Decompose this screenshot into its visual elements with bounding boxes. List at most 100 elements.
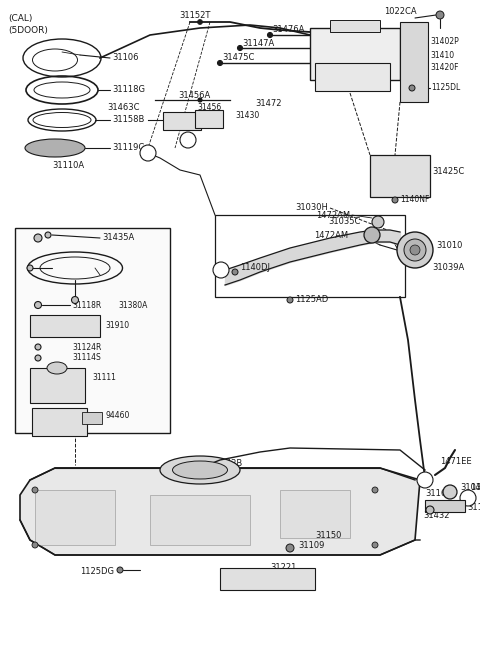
Circle shape [364, 227, 380, 243]
Text: (CAL): (CAL) [8, 14, 32, 22]
Text: 31160B: 31160B [467, 504, 480, 512]
Ellipse shape [160, 456, 240, 484]
Text: 31430: 31430 [235, 111, 259, 119]
Text: 1472AM: 1472AM [316, 210, 350, 219]
Circle shape [32, 542, 38, 548]
Circle shape [426, 506, 434, 514]
Text: 31010: 31010 [436, 240, 462, 250]
Text: 31150: 31150 [315, 531, 341, 540]
Text: 31030H: 31030H [295, 204, 328, 212]
Text: 31432: 31432 [423, 510, 449, 519]
Circle shape [32, 487, 38, 493]
Text: 31472: 31472 [255, 98, 281, 107]
Text: 31476A: 31476A [272, 26, 304, 35]
Circle shape [460, 490, 476, 506]
Text: 31119C: 31119C [112, 143, 144, 153]
Text: 31160: 31160 [425, 489, 452, 498]
Text: 1022CA: 1022CA [384, 7, 417, 16]
Circle shape [140, 145, 156, 161]
Bar [425, 500, 465, 512]
Text: 31109: 31109 [298, 540, 324, 550]
Bar [82, 412, 102, 424]
Text: A: A [422, 476, 428, 485]
Circle shape [198, 98, 202, 102]
Text: 31420F: 31420F [430, 64, 458, 73]
Circle shape [267, 33, 273, 37]
Text: B: B [465, 493, 471, 502]
Circle shape [287, 297, 293, 303]
Circle shape [409, 85, 415, 91]
Bar [400, 22, 428, 102]
Bar [330, 20, 380, 32]
Text: 31425C: 31425C [432, 168, 464, 176]
Text: 31039A: 31039A [432, 263, 464, 272]
Bar [150, 495, 250, 545]
Text: C: C [185, 136, 191, 145]
Text: B: B [218, 265, 224, 274]
Circle shape [180, 132, 196, 148]
Text: 1471CY: 1471CY [470, 483, 480, 493]
Text: 31456A: 31456A [178, 90, 210, 100]
Bar [195, 110, 223, 128]
Ellipse shape [172, 461, 228, 479]
Text: 1472AM: 1472AM [314, 231, 348, 240]
Circle shape [410, 245, 420, 255]
Bar [280, 490, 350, 538]
Bar [32, 408, 87, 436]
Text: 1125AD: 1125AD [295, 295, 328, 305]
Circle shape [27, 265, 33, 271]
Text: 31475C: 31475C [222, 54, 254, 62]
Text: 31456: 31456 [197, 103, 221, 113]
Circle shape [443, 485, 457, 499]
Circle shape [34, 234, 42, 242]
Text: A: A [145, 149, 151, 157]
Circle shape [217, 60, 223, 66]
Text: 31463C: 31463C [108, 103, 140, 113]
Circle shape [117, 567, 123, 573]
Text: 31910: 31910 [105, 320, 129, 329]
Circle shape [417, 472, 433, 488]
Text: 31118G: 31118G [112, 86, 145, 94]
Text: 31142B: 31142B [210, 458, 242, 468]
Text: 31435A: 31435A [102, 233, 134, 242]
Circle shape [372, 542, 378, 548]
Bar [15, 228, 170, 433]
Circle shape [197, 20, 203, 24]
Text: 31114S: 31114S [72, 354, 101, 362]
Text: 31124R: 31124R [72, 343, 101, 352]
Circle shape [436, 11, 444, 19]
Circle shape [372, 487, 378, 493]
Text: 1125DL: 1125DL [431, 83, 460, 92]
Bar [215, 215, 405, 297]
Bar [30, 315, 100, 337]
Bar [163, 112, 201, 130]
Text: 31036: 31036 [460, 483, 480, 493]
Bar [35, 490, 115, 545]
Circle shape [35, 355, 41, 361]
Circle shape [72, 297, 79, 303]
Text: 31410: 31410 [430, 50, 454, 60]
Bar [370, 155, 430, 197]
Text: 1125DG: 1125DG [80, 567, 114, 576]
Text: 31158B: 31158B [112, 115, 144, 124]
Circle shape [238, 45, 242, 50]
Text: 31035C: 31035C [328, 217, 360, 227]
Ellipse shape [47, 362, 67, 374]
Bar [220, 568, 315, 590]
Text: 31106: 31106 [112, 54, 139, 62]
Circle shape [286, 544, 294, 552]
Circle shape [392, 197, 398, 203]
Bar [30, 368, 85, 403]
Text: 31453B: 31453B [197, 117, 224, 123]
Circle shape [404, 239, 426, 261]
Text: 31221: 31221 [270, 563, 296, 572]
Text: 31402P: 31402P [430, 37, 459, 47]
Text: 31111: 31111 [92, 373, 116, 383]
Text: 31110A: 31110A [52, 160, 84, 170]
Circle shape [397, 232, 433, 268]
Polygon shape [20, 468, 420, 555]
Bar [315, 63, 390, 91]
Text: 1140NF: 1140NF [400, 195, 430, 204]
Ellipse shape [25, 139, 85, 157]
Text: 1471EE: 1471EE [440, 457, 472, 466]
